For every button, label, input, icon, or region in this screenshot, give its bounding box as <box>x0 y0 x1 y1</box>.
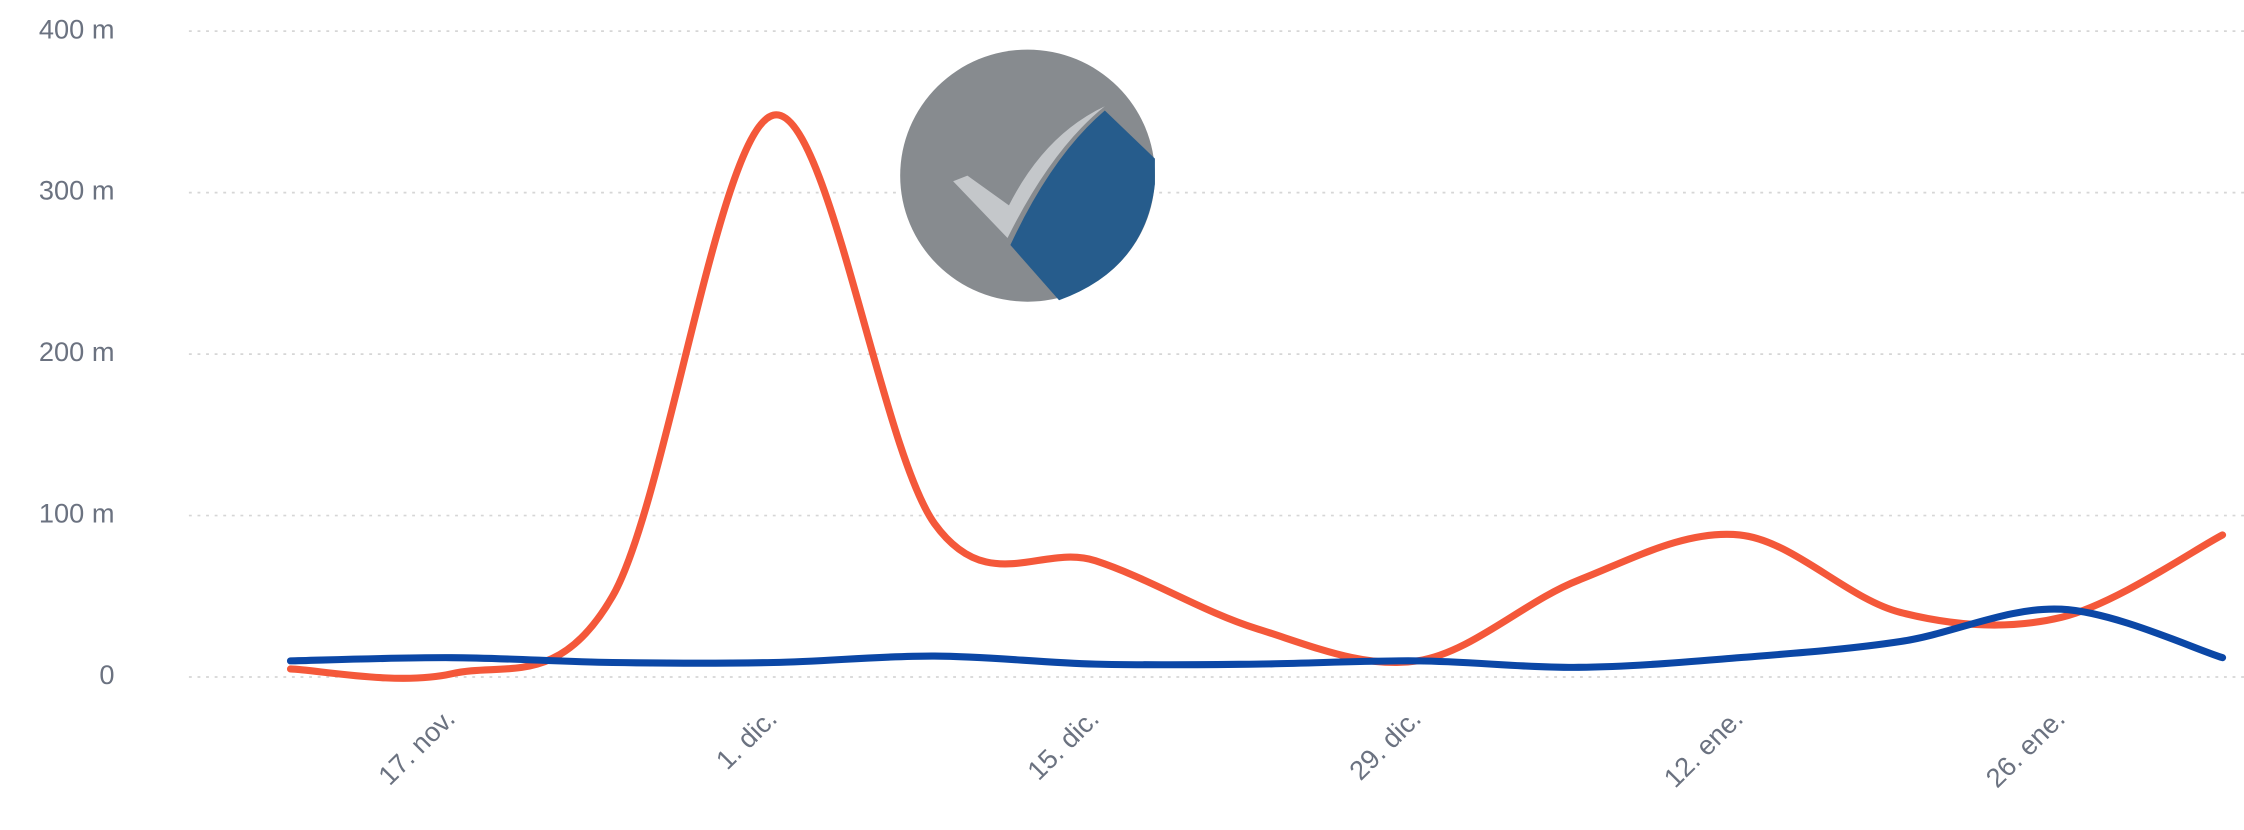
series-line <box>286 605 2227 671</box>
icon-check <box>953 106 1105 238</box>
y-tick-label: 300 m <box>39 176 115 206</box>
y-tick-label: 200 m <box>39 337 115 367</box>
x-tick-label: 29. dic. <box>1344 703 1427 785</box>
overlay-icon <box>900 49 1155 302</box>
x-tick-label: 12. ene. <box>1658 703 1749 793</box>
icon-fold <box>1010 110 1155 301</box>
x-tick-label: 26. ene. <box>1980 703 2071 793</box>
y-tick-label: 400 m <box>39 14 115 44</box>
y-tick-label: 0 <box>99 660 114 690</box>
x-tick-label: 15. dic. <box>1022 703 1105 785</box>
series-line <box>286 111 2227 682</box>
x-tick-label: 1. dic. <box>710 703 783 775</box>
y-tick-label: 100 m <box>39 499 115 529</box>
x-tick-label: 17. nov. <box>373 703 461 790</box>
